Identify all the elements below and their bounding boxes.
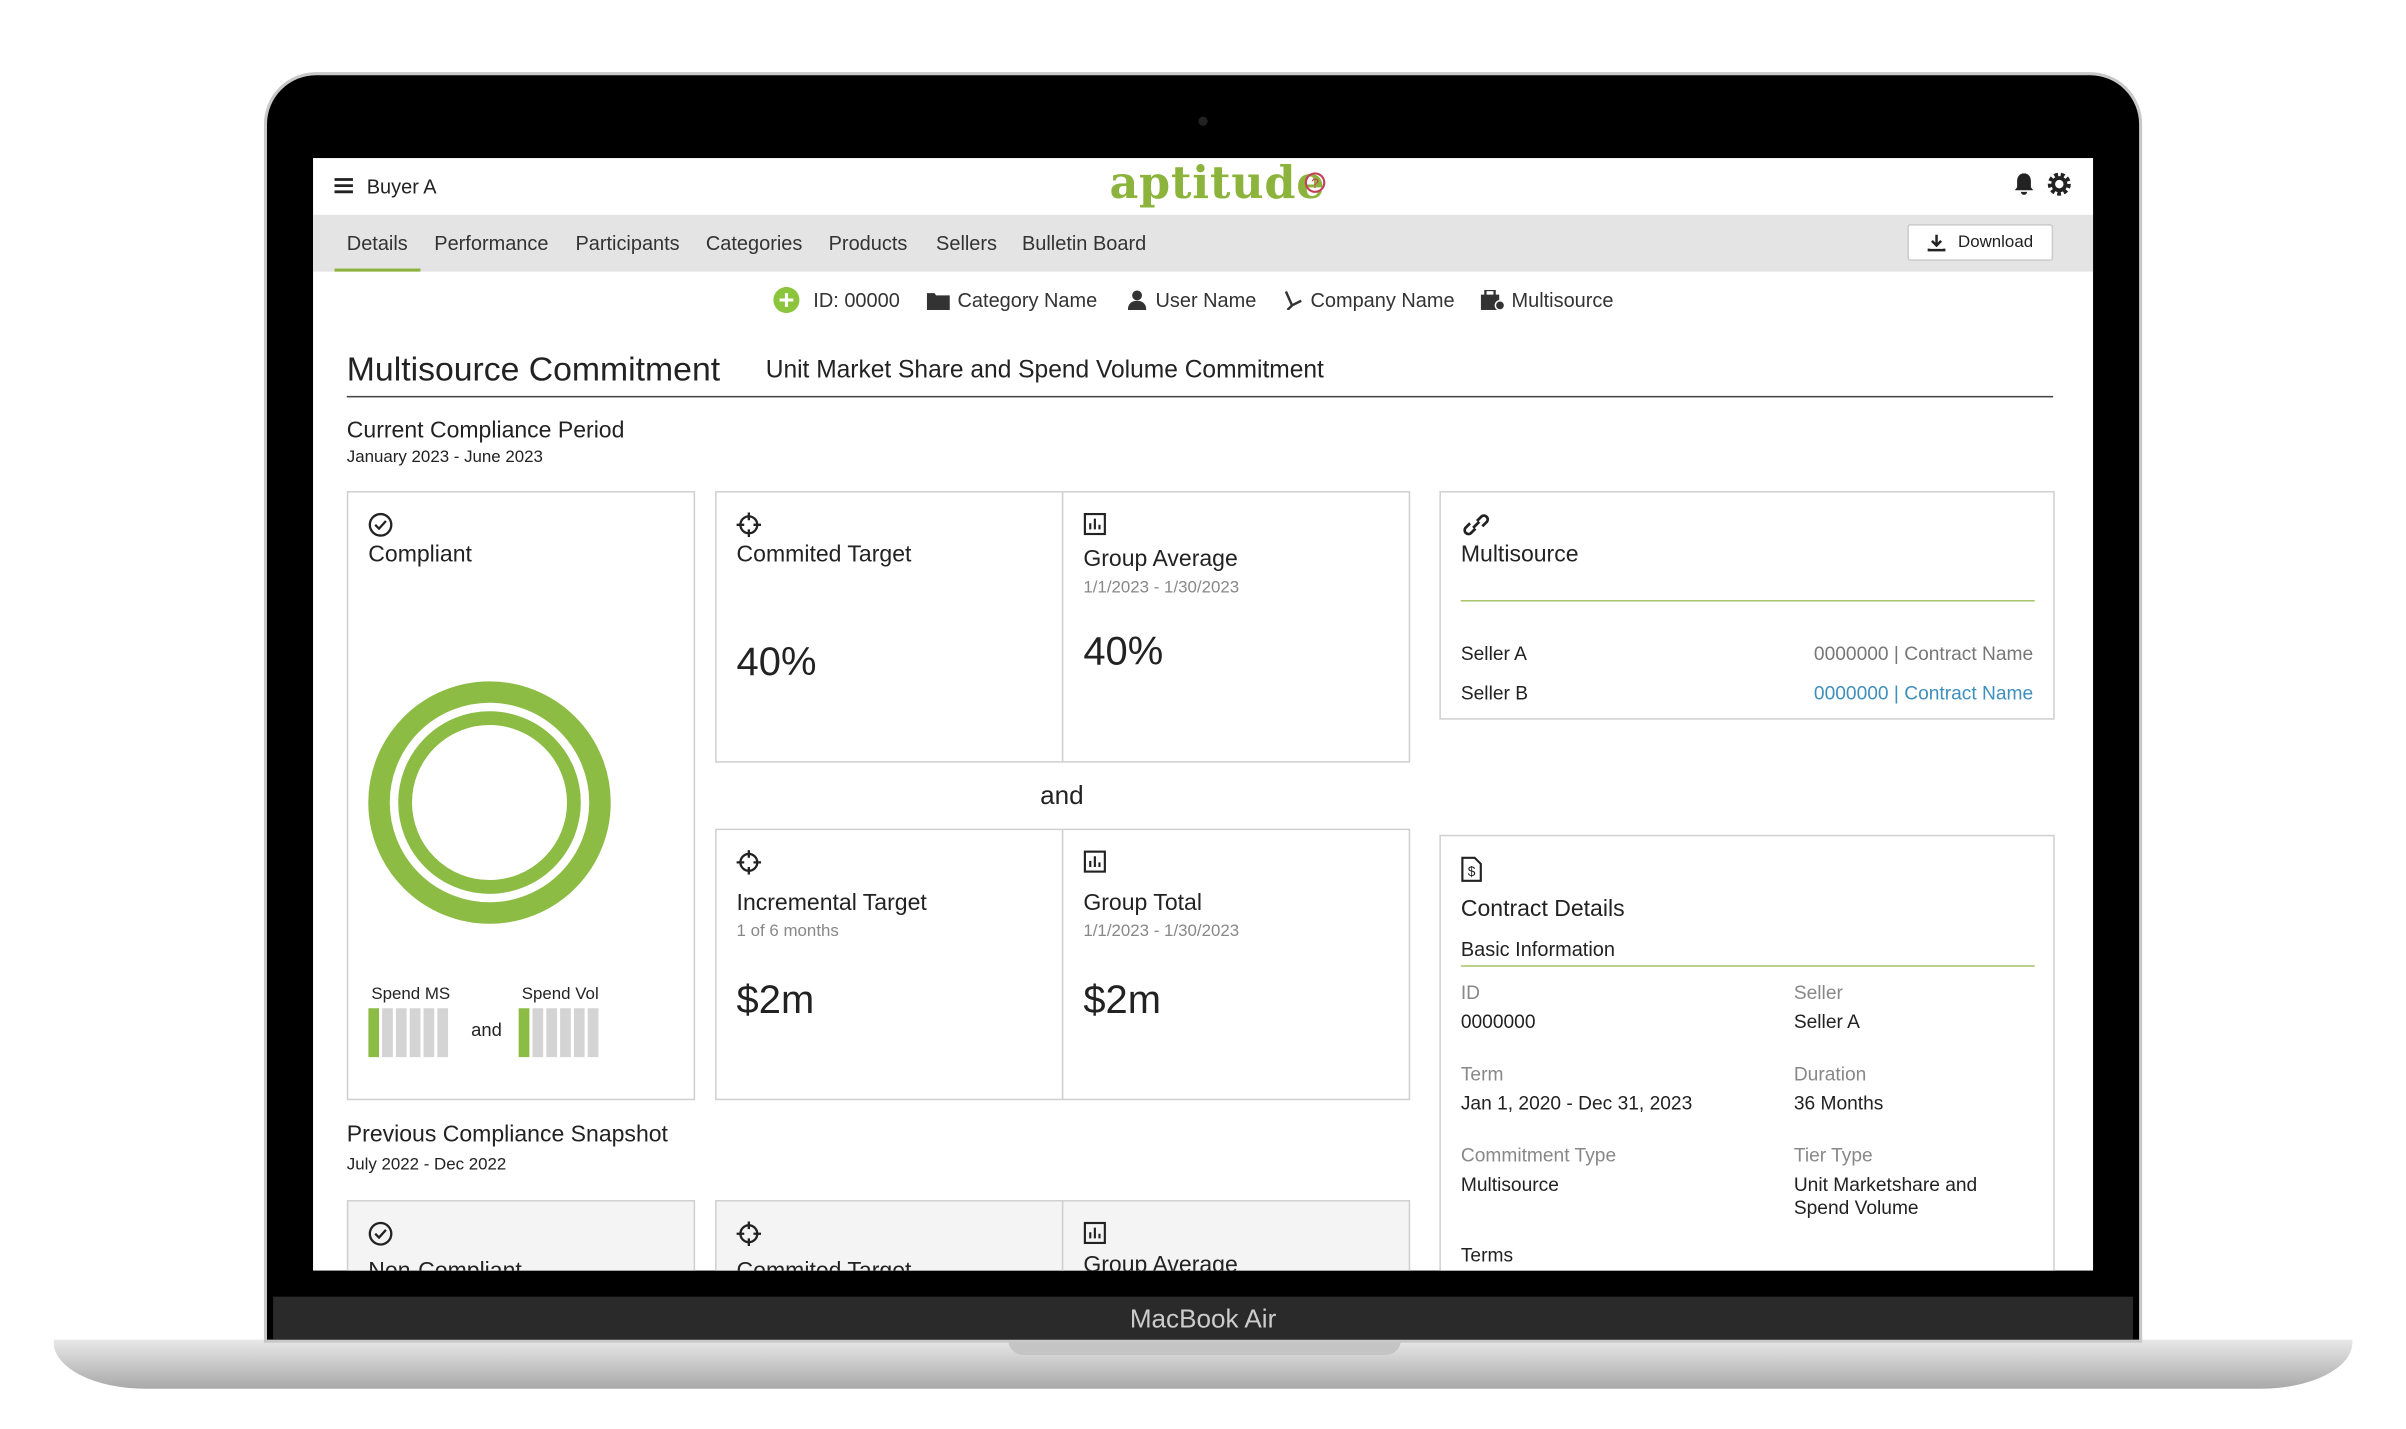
tab[interactable]: Bulletin Board <box>1021 231 1147 255</box>
rule <box>1460 599 2035 602</box>
tab[interactable]: Sellers <box>936 231 998 255</box>
section-heading: Previous Compliance Snapshot <box>346 1121 668 1148</box>
title-rule <box>346 395 2054 398</box>
previous-card: Group Average <box>1061 1199 1411 1271</box>
card-title: Contract Details <box>1460 896 1625 923</box>
spend-vol-label: Spend Vol <box>521 985 599 1004</box>
seller: Seller B <box>1460 682 1529 705</box>
svg-text:?: ? <box>1311 175 1319 191</box>
field-value: 0000000 <box>1460 1011 1536 1033</box>
logo: aptitude <box>1109 158 1326 209</box>
field-label: ID <box>1460 982 1481 1004</box>
svg-text:$: $ <box>1468 863 1476 879</box>
field-label: Commitment Type <box>1460 1144 1617 1167</box>
card-value: 40% <box>736 638 817 685</box>
section-label: Basic Information <box>1460 937 1615 961</box>
field-label: Seller <box>1793 982 1843 1004</box>
field-label: Term <box>1460 1063 1504 1085</box>
joiner: and <box>1040 781 1084 811</box>
status: Compliant <box>368 541 472 568</box>
card-date: 1 of 6 months <box>736 922 839 941</box>
nav-bar: Details Performance Participants Categor… <box>313 214 2094 272</box>
help-icon[interactable]: ? <box>1304 172 1326 193</box>
tab[interactable]: Products <box>828 231 908 255</box>
camera <box>1198 116 1208 126</box>
field-value: Unit Marketshare and Spend Volume <box>1793 1173 1978 1219</box>
card-value: 40% <box>1083 627 1164 674</box>
terms-label: Terms <box>1460 1244 1514 1266</box>
tab[interactable]: Performance <box>434 231 549 255</box>
card-date: 1/1/2023 - 1/30/2023 <box>1083 578 1240 597</box>
card-title: Commited Target <box>737 1258 912 1270</box>
download-button[interactable]: Download <box>1907 224 2054 261</box>
card-title: Multisource <box>1460 541 1579 568</box>
section-period: July 2022 - Dec 2022 <box>346 1155 507 1174</box>
metric-card: Group Total 1/1/2023 - 1/30/2023 $2m <box>1061 828 1411 1101</box>
multisource-card: Multisource Seller A 0000000 | Contract … <box>1439 491 2055 720</box>
tab-underline <box>334 268 421 272</box>
card-date: 1/1/2023 - 1/30/2023 <box>1083 922 1240 941</box>
tab[interactable]: Details <box>346 231 408 255</box>
download-label: Download <box>1958 233 2034 252</box>
section-period: January 2023 - June 2023 <box>346 448 543 467</box>
spend-and: and <box>471 1018 502 1041</box>
rule <box>1460 965 2035 967</box>
bell-icon[interactable] <box>2013 172 2034 197</box>
metric-card: Commited Target 40% <box>715 491 1064 763</box>
contract-link[interactable]: 0000000 | Contract Name <box>1813 642 2034 665</box>
card-title: Group Average <box>1083 546 1238 573</box>
card-title: Group Total <box>1083 890 1202 917</box>
chin <box>273 1296 2133 1340</box>
status-card: Compliant Spend MS and Spend Vol <box>346 491 696 1101</box>
page-subtitle: Unit Market Share and Spend Volume Commi… <box>765 357 1324 384</box>
info-user: User Name <box>1155 288 1257 312</box>
field-label: Duration <box>1793 1063 1867 1085</box>
add-icon[interactable] <box>773 286 800 314</box>
previous-card: Commited Target <box>715 1199 1064 1271</box>
section-heading: Current Compliance Period <box>346 417 625 444</box>
menu-icon[interactable] <box>333 175 354 196</box>
info-type: Multisource <box>1511 288 1614 312</box>
info-company: Company Name <box>1310 288 1455 312</box>
page-title: Multisource Commitment <box>346 349 721 389</box>
tab[interactable]: Categories <box>705 231 803 255</box>
device-label: MacBook Air <box>1129 1304 1277 1334</box>
field-value: Jan 1, 2020 - Dec 31, 2023 <box>1460 1092 1693 1115</box>
card-title: Commited Target <box>736 541 912 568</box>
tab[interactable]: Participants <box>575 231 680 255</box>
contract-card: $ Contract Details Basic Information ID … <box>1439 834 2055 1271</box>
card-value: $2m <box>1083 975 1161 1022</box>
info-category: Category Name <box>957 288 1098 312</box>
notch <box>1008 1339 1401 1355</box>
metric-card: Incremental Target 1 of 6 months $2m <box>715 828 1064 1101</box>
card-title: Incremental Target <box>736 890 927 917</box>
card-value: $2m <box>736 975 815 1022</box>
metric-card: Group Average 1/1/2023 - 1/30/2023 40% <box>1061 491 1411 763</box>
contract-link[interactable]: 0000000 | Contract Name <box>1813 682 2034 705</box>
settings-icon[interactable] <box>2047 172 2072 197</box>
spend-ms-label: Spend MS <box>371 985 451 1004</box>
screen: Buyer A aptitude ? Details Performance P… <box>313 158 2094 1271</box>
status-ring <box>368 681 611 924</box>
info-id: ID: 00000 <box>813 288 900 312</box>
field-label: Tier Type <box>1793 1144 1873 1167</box>
previous-card: Non-Compliant <box>346 1199 696 1271</box>
field-value: Multisource <box>1460 1173 1559 1196</box>
card-title: Non-Compliant <box>368 1258 522 1270</box>
account[interactable]: Buyer A <box>366 174 437 198</box>
spend-bars <box>368 1008 599 1058</box>
card-title: Group Average <box>1083 1252 1238 1271</box>
field-value: Seller A <box>1793 1011 1860 1033</box>
seller: Seller A <box>1460 642 1527 665</box>
field-value: 36 Months <box>1793 1092 1884 1115</box>
